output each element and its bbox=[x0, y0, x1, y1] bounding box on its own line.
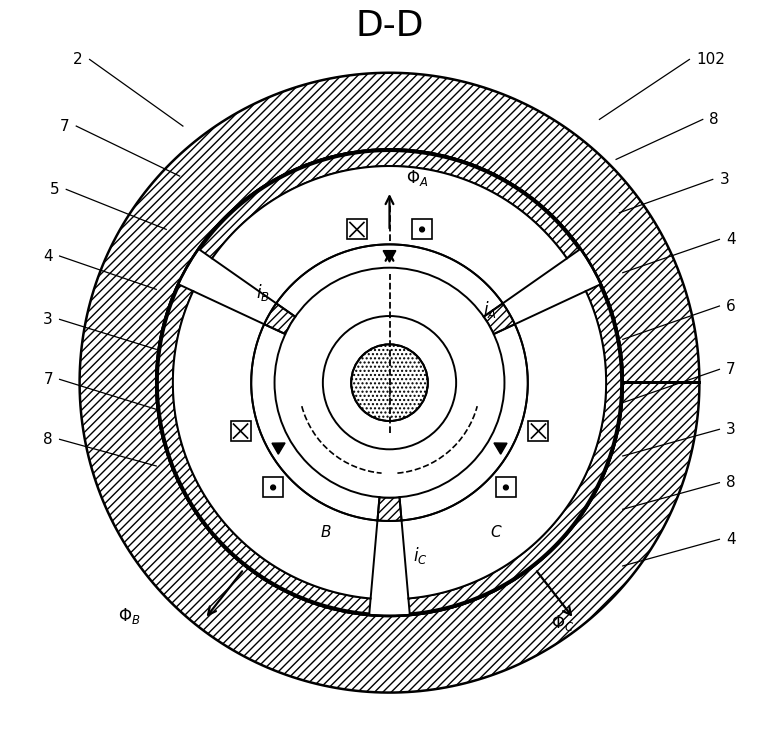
Text: 7: 7 bbox=[60, 119, 69, 134]
Polygon shape bbox=[401, 291, 606, 599]
Text: $\Phi_B$: $\Phi_B$ bbox=[118, 606, 141, 626]
Polygon shape bbox=[494, 443, 507, 454]
FancyBboxPatch shape bbox=[347, 220, 367, 239]
Text: C: C bbox=[491, 525, 502, 540]
Text: B: B bbox=[321, 525, 331, 540]
Polygon shape bbox=[199, 151, 580, 259]
Polygon shape bbox=[173, 291, 378, 599]
Text: $i_A$: $i_A$ bbox=[483, 299, 496, 320]
Text: 4: 4 bbox=[44, 248, 53, 263]
Text: 4: 4 bbox=[726, 232, 735, 247]
Text: 102: 102 bbox=[696, 52, 725, 67]
Text: 3: 3 bbox=[719, 172, 729, 187]
FancyBboxPatch shape bbox=[528, 421, 548, 441]
Circle shape bbox=[271, 485, 276, 490]
Polygon shape bbox=[408, 285, 621, 614]
FancyBboxPatch shape bbox=[412, 220, 432, 239]
FancyBboxPatch shape bbox=[231, 421, 251, 441]
Text: 6: 6 bbox=[726, 299, 736, 314]
FancyBboxPatch shape bbox=[263, 478, 283, 498]
Text: 7: 7 bbox=[44, 371, 53, 387]
Text: 3: 3 bbox=[43, 312, 53, 327]
Text: $i_C$: $i_C$ bbox=[413, 545, 428, 566]
Circle shape bbox=[503, 485, 508, 490]
Text: 4: 4 bbox=[726, 532, 735, 547]
Text: 8: 8 bbox=[710, 112, 719, 127]
Polygon shape bbox=[272, 443, 285, 454]
Polygon shape bbox=[212, 166, 567, 303]
Text: 3: 3 bbox=[726, 422, 736, 437]
Text: 8: 8 bbox=[44, 432, 53, 447]
Circle shape bbox=[157, 150, 622, 616]
Text: $i_B$: $i_B$ bbox=[256, 282, 270, 303]
Polygon shape bbox=[383, 250, 396, 262]
Polygon shape bbox=[79, 73, 700, 693]
Polygon shape bbox=[378, 497, 401, 521]
FancyBboxPatch shape bbox=[496, 478, 516, 498]
Text: $\Phi_C$: $\Phi_C$ bbox=[551, 613, 574, 632]
Circle shape bbox=[420, 227, 425, 232]
Text: 5: 5 bbox=[50, 182, 60, 197]
Polygon shape bbox=[158, 285, 371, 614]
Text: $\Phi_A$: $\Phi_A$ bbox=[406, 168, 428, 188]
Text: 8: 8 bbox=[726, 475, 735, 490]
Text: 7: 7 bbox=[726, 362, 735, 377]
Polygon shape bbox=[264, 303, 295, 334]
Text: 2: 2 bbox=[73, 52, 83, 67]
Text: D-D: D-D bbox=[355, 9, 424, 43]
Circle shape bbox=[323, 316, 456, 449]
Circle shape bbox=[351, 344, 428, 421]
Polygon shape bbox=[484, 303, 515, 334]
Circle shape bbox=[274, 268, 505, 498]
